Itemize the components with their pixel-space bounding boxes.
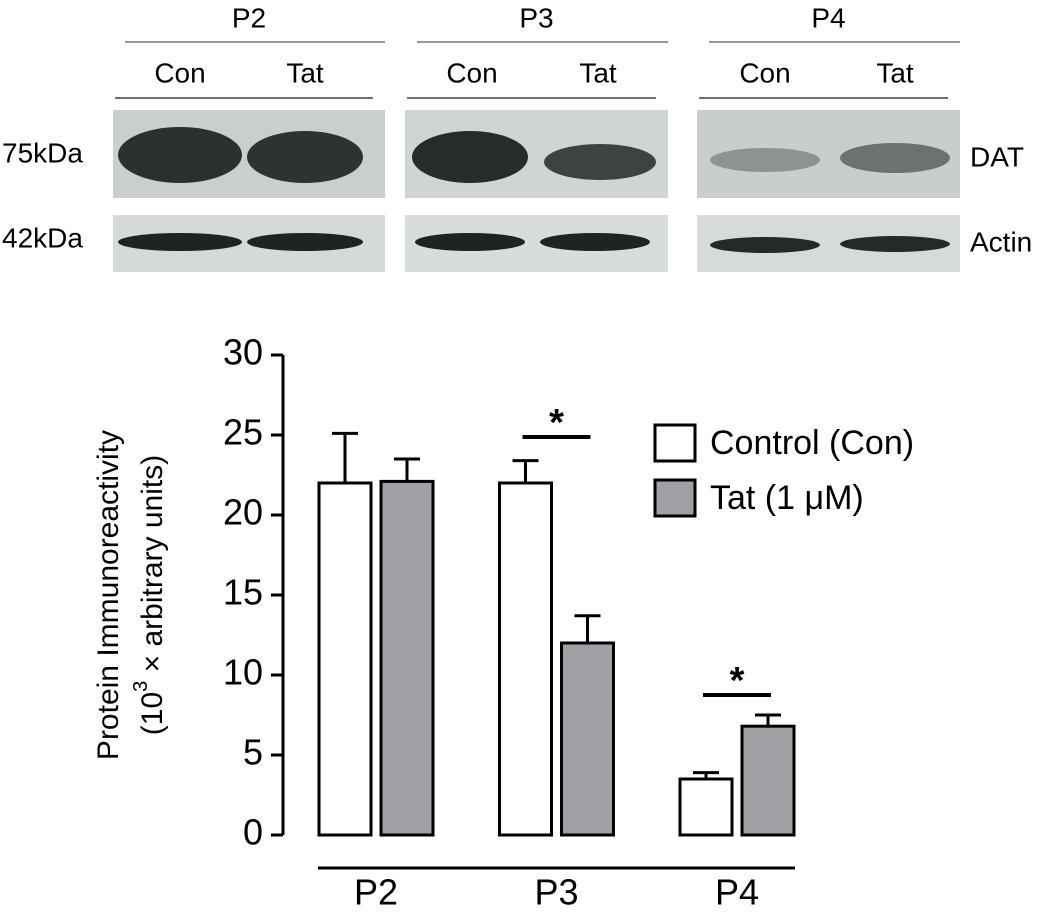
y-label-part: × arbitrary units) (136, 455, 169, 681)
lane-label: P2 (232, 2, 266, 33)
protein-label: Actin (970, 226, 1032, 257)
bar (498, 481, 553, 837)
bar (317, 481, 373, 837)
x-tick-label: P2 (354, 872, 398, 913)
bar (379, 479, 435, 837)
condition-label: Con (154, 57, 205, 88)
condition-label: Tat (876, 57, 914, 88)
band (118, 127, 242, 183)
marker-label: 42kDa (2, 222, 83, 253)
significance-label: * (730, 660, 745, 702)
legend-label: Control (Con) (710, 424, 914, 462)
band (412, 131, 528, 183)
band (540, 233, 650, 251)
x-tick-label: P3 (534, 872, 578, 913)
y-tick-label: 0 (243, 812, 263, 853)
y-tick-label: 20 (223, 492, 263, 533)
band (415, 233, 525, 251)
condition-label: Con (739, 57, 790, 88)
band (840, 143, 950, 173)
condition-label: Tat (286, 57, 324, 88)
y-axis-label: Protein Immunoreactivity (103 × arbitrary… (92, 430, 169, 760)
y-label-line: Protein Immunoreactivity (92, 430, 125, 760)
y-tick-label: 15 (223, 572, 263, 613)
bar (740, 724, 796, 837)
y-tick-label: 30 (223, 332, 263, 373)
y-label-line: (103 × arbitrary units) (130, 455, 169, 735)
band (710, 148, 820, 172)
x-tick-label: P4 (715, 872, 759, 913)
legend-swatch (653, 478, 697, 518)
band (544, 144, 656, 180)
lane-label: P4 (811, 2, 845, 33)
blot-images (113, 110, 960, 272)
band (118, 233, 242, 251)
condition-label: Con (446, 57, 497, 88)
band (247, 233, 363, 251)
protein-label: DAT (970, 141, 1024, 172)
y-label-part: (10 (136, 692, 169, 735)
marker-label: 75kDa (2, 137, 83, 168)
condition-label: Tat (579, 57, 617, 88)
band (247, 131, 363, 183)
bar (678, 777, 734, 837)
significance-label: * (549, 402, 564, 444)
lane-label: P3 (519, 2, 553, 33)
legend-swatch (653, 423, 697, 463)
bar (560, 641, 615, 837)
band (840, 236, 950, 252)
y-tick-label: 10 (223, 652, 263, 693)
y-tick-label: 5 (243, 732, 263, 773)
band (710, 237, 820, 253)
y-tick-label: 25 (223, 412, 263, 453)
y-label-sup: 3 (130, 681, 152, 692)
legend-label: Tat (1 μM) (710, 479, 864, 517)
